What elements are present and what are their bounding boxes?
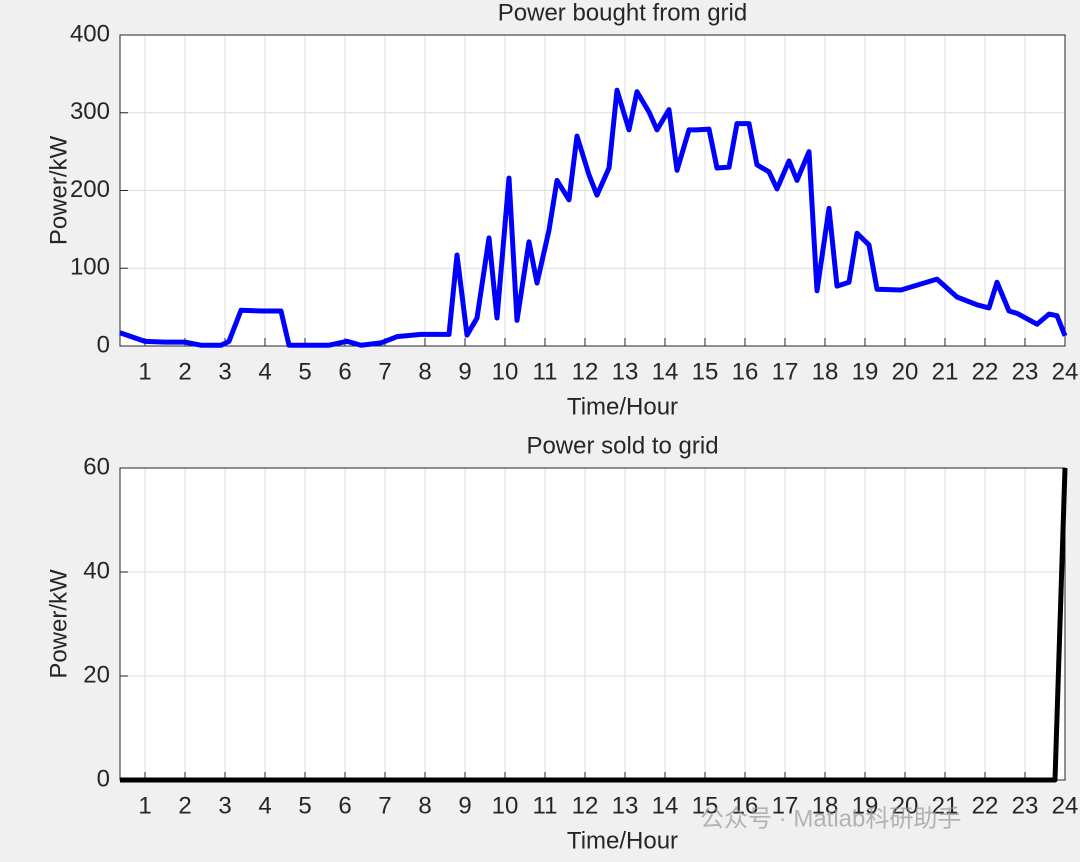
x-tick-label: 18 [812,792,839,819]
x-tick-label: 11 [533,358,558,385]
x-tick-label: 14 [652,358,679,385]
x-tick-label: 4 [258,358,271,385]
x-tick-label: 17 [772,792,799,819]
x-tick-label: 21 [932,358,959,385]
x-tick-label: 2 [178,792,191,819]
x-tick-label: 14 [652,792,679,819]
x-tick-label: 1 [138,358,151,385]
plot-frame [119,34,1066,347]
x-tick-label: 11 [533,792,558,819]
x-tick-label: 20 [892,358,919,385]
x-tick-label: 6 [338,358,351,385]
x-tick-label: 3 [218,358,231,385]
y-axis-label: Power/kW [45,135,72,245]
x-tick-label: 24 [1052,792,1079,819]
y-tick-label: 0 [97,331,110,358]
x-tick-label: 19 [852,792,879,819]
y-tick-label: 300 [70,98,110,125]
x-tick-label: 10 [492,792,519,819]
x-tick-label: 15 [692,792,719,819]
x-tick-label: 10 [492,358,519,385]
data-line [119,87,1068,348]
x-axis-label: Time/Hour [567,393,678,420]
y-tick-label: 400 [70,20,110,47]
y-tick-label: 60 [83,453,110,480]
plot-area [119,467,1066,781]
x-tick-label: 4 [258,792,271,819]
y-tick-label: 100 [70,254,110,281]
x-tick-label: 24 [1052,358,1079,385]
chart-title: Power sold to grid [526,432,718,459]
x-tick-label: 22 [972,792,999,819]
watermark: 公众号 · Matlab科研助手 [700,805,961,832]
y-tick-label: 0 [97,765,110,792]
x-tick-label: 8 [418,792,431,819]
data-line [120,467,1068,783]
x-tick-label: 12 [572,792,599,819]
x-tick-label: 23 [1012,792,1039,819]
x-tick-label: 20 [892,792,919,819]
x-tick-label: 13 [612,792,639,819]
x-tick-label: 18 [812,358,839,385]
y-tick-label: 200 [70,176,110,203]
x-tick-label: 16 [732,358,759,385]
x-tick-label: 7 [378,792,391,819]
x-tick-label: 22 [972,358,999,385]
x-tick-label: 13 [612,358,639,385]
x-tick-label: 15 [692,358,719,385]
x-axis-label: Time/Hour [567,827,678,854]
x-tick-label: 9 [458,358,471,385]
x-tick-label: 23 [1012,358,1039,385]
chart-title: Power bought from grid [498,0,747,26]
x-tick-label: 1 [138,792,151,819]
x-tick-label: 5 [298,792,311,819]
x-tick-label: 8 [418,358,431,385]
y-tick-label: 40 [83,557,110,584]
x-tick-label: 16 [732,792,759,819]
x-tick-label: 7 [378,358,391,385]
x-tick-label: 9 [458,792,471,819]
y-tick-label: 20 [83,661,110,688]
x-tick-label: 3 [218,792,231,819]
x-tick-label: 2 [178,358,191,385]
x-tick-label: 6 [338,792,351,819]
x-tick-label: 21 [932,792,959,819]
x-tick-label: 17 [772,358,799,385]
x-tick-label: 19 [852,358,879,385]
x-tick-label: 12 [572,358,599,385]
x-tick-label: 5 [298,358,311,385]
y-axis-label: Power/kW [45,569,72,679]
